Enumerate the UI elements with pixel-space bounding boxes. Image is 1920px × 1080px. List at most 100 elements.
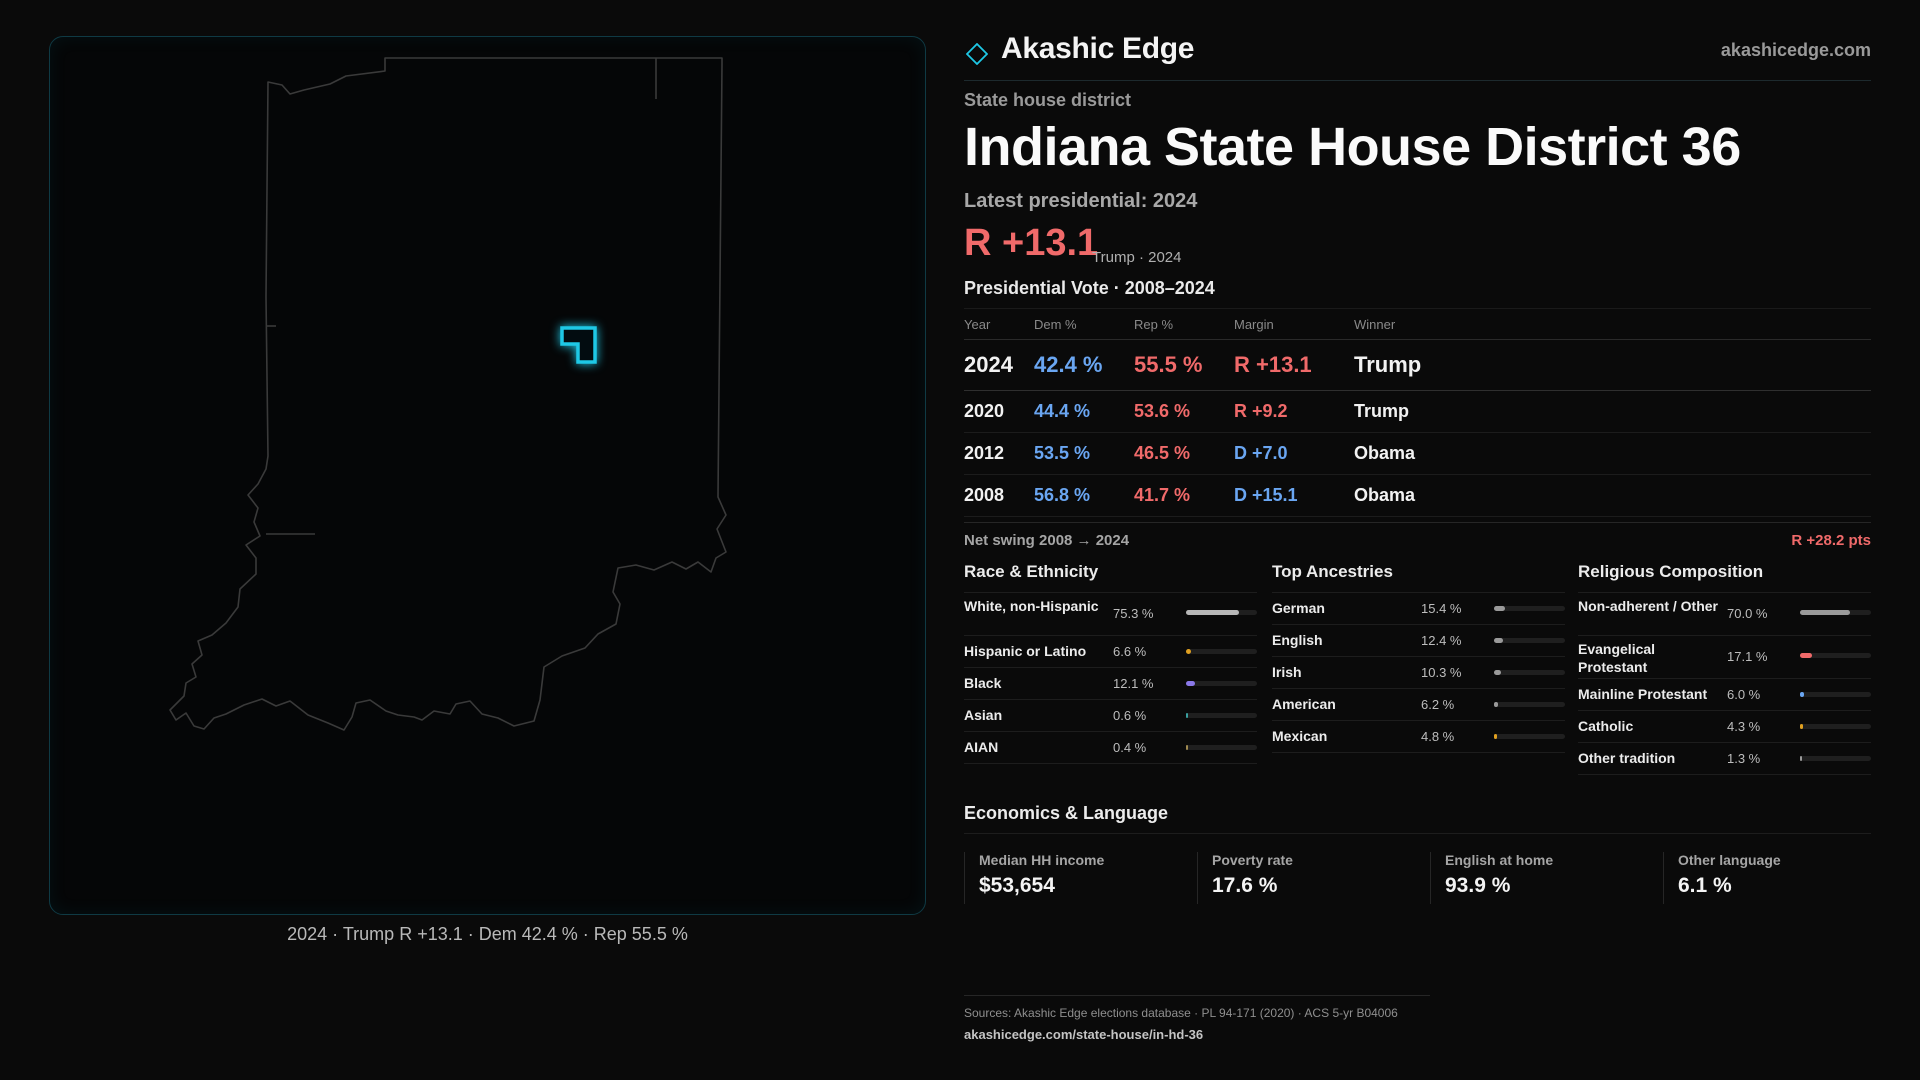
col-rep-header: Rep % (1134, 308, 1234, 340)
religion-bar-fill (1800, 724, 1803, 729)
econ-value: 93.9 % (1445, 874, 1511, 897)
econ-label: Poverty rate (1212, 852, 1293, 868)
race-bar (1186, 681, 1257, 686)
economics-title: Economics & Language (964, 803, 1871, 834)
ancestry-label: Irish (1272, 664, 1302, 680)
ancestry-label: American (1272, 696, 1336, 712)
religion-bar (1800, 756, 1871, 761)
ancestry-title: Top Ancestries (1272, 562, 1565, 593)
list-item: Asian 0.6 % (964, 700, 1257, 732)
ancestry-bar-fill (1494, 606, 1505, 611)
page-url-link[interactable]: akashicedge.com/state-house/in-hd-36 (964, 1027, 1204, 1042)
econ-card-english: English at home 93.9 % (1430, 852, 1651, 904)
race-bar-fill (1186, 681, 1195, 686)
table-row[interactable]: 2024 42.4 % 55.5 % R +13.1 Trump (964, 339, 1871, 391)
religion-value: 1.3 % (1727, 751, 1761, 766)
row-dem: 44.4 % (1034, 390, 1134, 433)
econ-value: 17.6 % (1212, 874, 1278, 897)
ancestry-label: English (1272, 632, 1323, 648)
brand-name[interactable]: Akashic Edge (1001, 32, 1195, 65)
econ-card-other-language: Other language 6.1 % (1663, 852, 1884, 904)
religion-bar (1800, 610, 1871, 615)
ancestry-bar-fill (1494, 638, 1503, 643)
table-row[interactable]: 2012 53.5 % 46.5 % D +7.0 Obama (964, 432, 1871, 475)
religion-bar (1800, 692, 1871, 697)
ancestry-value: 12.4 % (1421, 633, 1462, 648)
list-item: Mexican 4.8 % (1272, 721, 1565, 753)
list-item: Evangelical Protestant 17.1 % (1578, 636, 1871, 679)
race-value: 0.4 % (1113, 740, 1147, 755)
religion-label: Catholic (1578, 718, 1634, 734)
presidential-vote-table: Year Dem % Rep % Margin Winner 2024 42.4… (964, 308, 1871, 517)
presidential-vote-title: Presidential Vote · 2008–2024 (964, 278, 1215, 298)
row-margin: R +9.2 (1234, 390, 1354, 433)
row-dem: 53.5 % (1034, 432, 1134, 475)
list-item: Irish 10.3 % (1272, 657, 1565, 689)
state-map (169, 57, 727, 731)
row-year: 2020 (964, 390, 1034, 433)
race-value: 6.6 % (1113, 644, 1147, 659)
religion-bar (1800, 653, 1871, 658)
brand-url[interactable]: akashicedge.com (1720, 40, 1871, 60)
ancestry-bar (1494, 638, 1565, 643)
row-rep: 41.7 % (1134, 474, 1234, 517)
diamond-logo-icon (966, 43, 988, 65)
race-value: 12.1 % (1113, 676, 1154, 691)
net-swing-value: R +28.2 pts (1791, 532, 1871, 549)
econ-label: Median HH income (979, 852, 1105, 868)
race-bar-fill (1186, 745, 1188, 750)
brand-header: Akashic Edge akashicedge.com (964, 32, 1871, 81)
col-year-header: Year (964, 308, 1034, 340)
latest-margin: R +13.1 (964, 222, 1099, 264)
sources-footer: Sources: Akashic Edge elections database… (964, 995, 1430, 1042)
religion-bar-fill (1800, 692, 1804, 697)
race-bar-fill (1186, 649, 1191, 654)
state-outline (169, 57, 727, 731)
list-item: German 15.4 % (1272, 593, 1565, 625)
row-year: 2024 (964, 339, 1034, 391)
row-margin: D +7.0 (1234, 432, 1354, 475)
ancestry-bar (1494, 670, 1565, 675)
row-winner: Obama (1354, 474, 1871, 517)
ancestry-value: 10.3 % (1421, 665, 1462, 680)
race-value: 0.6 % (1113, 708, 1147, 723)
col-dem-header: Dem % (1034, 308, 1134, 340)
row-winner: Trump (1354, 339, 1871, 391)
map-panel[interactable] (49, 36, 926, 915)
col-margin-header: Margin (1234, 308, 1354, 340)
econ-label: English at home (1445, 852, 1554, 868)
list-item: White, non-Hispanic 75.3 % (964, 593, 1257, 636)
row-year: 2008 (964, 474, 1034, 517)
net-swing-row: Net swing 2008 → 2024 R +28.2 pts (964, 522, 1871, 561)
row-margin: D +15.1 (1234, 474, 1354, 517)
table-row[interactable]: 2020 44.4 % 53.6 % R +9.2 Trump (964, 390, 1871, 433)
race-bar (1186, 745, 1257, 750)
race-bar (1186, 713, 1257, 718)
race-ethnicity-panel: Race & Ethnicity White, non-Hispanic 75.… (964, 562, 1257, 764)
race-bar-fill (1186, 713, 1188, 718)
ancestry-bar-fill (1494, 702, 1498, 707)
ancestry-value: 4.8 % (1421, 729, 1455, 744)
race-label: Hispanic or Latino (964, 643, 1087, 659)
page-title: Indiana State House District 36 (964, 117, 1741, 177)
list-item: Black 12.1 % (964, 668, 1257, 700)
religion-bar-fill (1800, 756, 1802, 761)
race-label: White, non-Hispanic (964, 598, 1099, 614)
row-margin: R +13.1 (1234, 339, 1354, 391)
ancestry-bar (1494, 702, 1565, 707)
list-item: Hispanic or Latino 6.6 % (964, 636, 1257, 668)
race-label: AIAN (964, 739, 999, 755)
list-item: American 6.2 % (1272, 689, 1565, 721)
econ-value: $53,654 (979, 874, 1055, 897)
row-winner: Obama (1354, 432, 1871, 475)
religion-label: Non-adherent / Other (1578, 598, 1719, 614)
table-row[interactable]: 2008 56.8 % 41.7 % D +15.1 Obama (964, 474, 1871, 517)
race-label: Black (964, 675, 1002, 691)
district-36-shape[interactable] (560, 326, 597, 364)
list-item: Other tradition 1.3 % (1578, 743, 1871, 775)
religion-bar (1800, 724, 1871, 729)
col-winner-header: Winner (1354, 308, 1871, 340)
row-rep: 53.6 % (1134, 390, 1234, 433)
row-winner: Trump (1354, 390, 1871, 433)
map-caption: 2024 · Trump R +13.1 · Dem 42.4 % · Rep … (287, 924, 688, 944)
